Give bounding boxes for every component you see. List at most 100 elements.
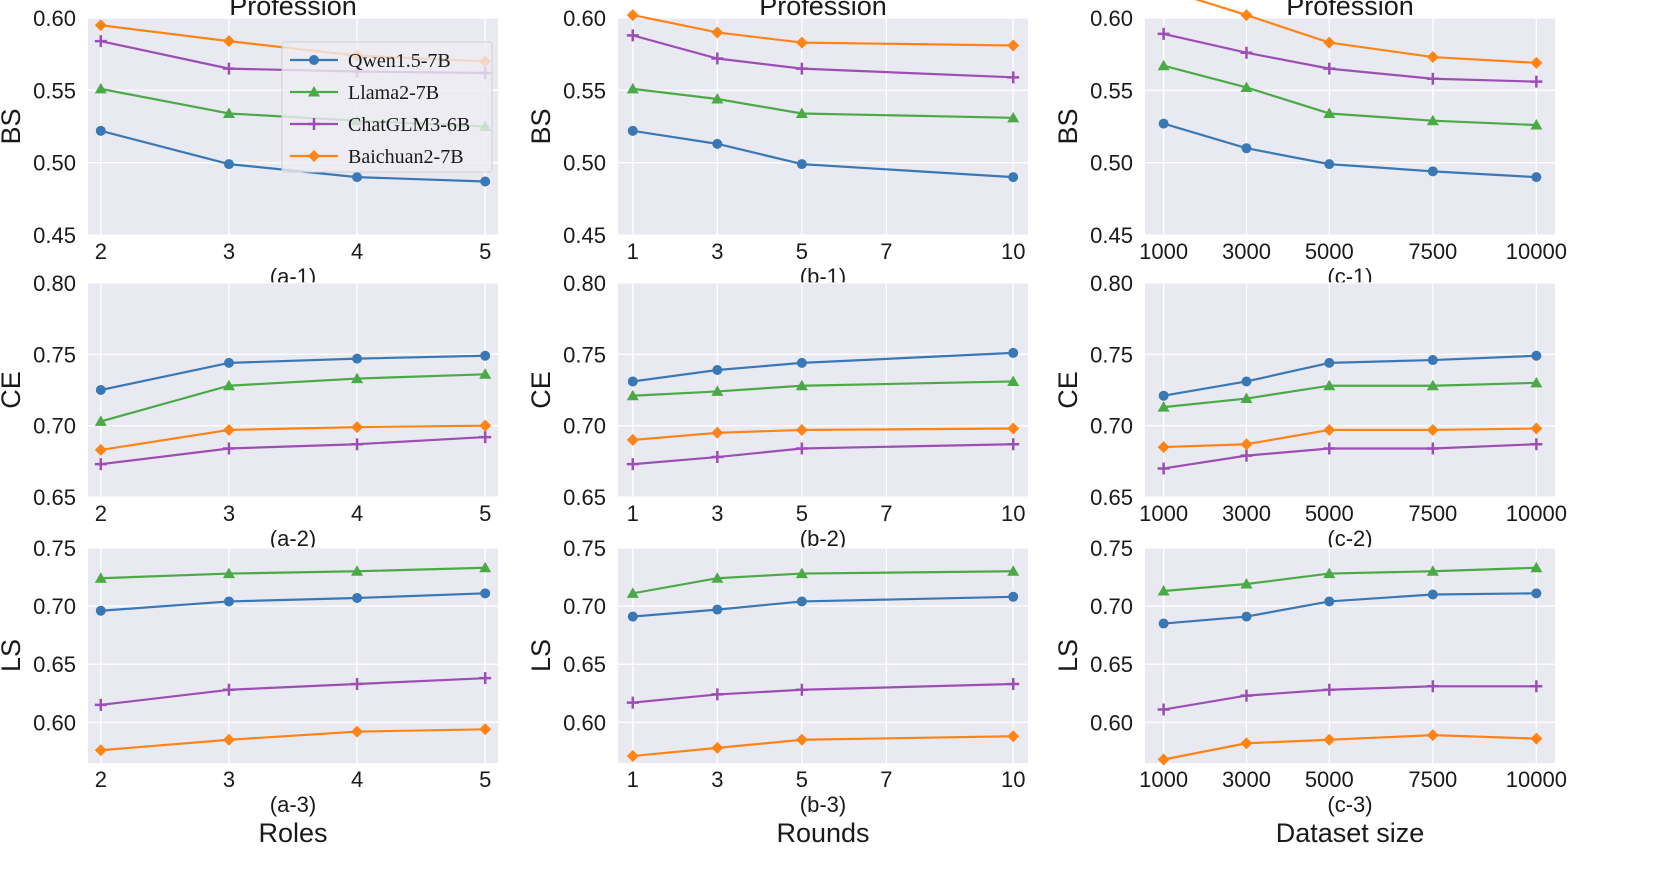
data-point <box>1007 438 1020 451</box>
data-point <box>223 159 234 170</box>
series-line <box>100 566 486 580</box>
data-point <box>796 357 807 368</box>
data-point <box>1240 578 1253 589</box>
y-tick-label: 0.75 <box>563 536 606 561</box>
data-point <box>626 587 639 598</box>
series-line <box>632 87 1014 119</box>
y-tick-label: 0.60 <box>1090 6 1133 31</box>
series-Llama2-7B <box>94 368 492 426</box>
legend-item: Baichuan2-7B <box>290 146 464 168</box>
series-line <box>100 592 486 612</box>
series-line <box>100 435 486 466</box>
data-point <box>795 567 808 579</box>
data-point <box>94 415 107 426</box>
y-axis-label: BS <box>1053 108 1083 144</box>
legend-label: Qwen1.5-7B <box>348 50 451 72</box>
x-tick-label: 1000 <box>1139 239 1188 264</box>
series-line <box>632 595 1014 618</box>
y-tick-label: 0.45 <box>33 223 76 248</box>
series-Qwen1.5-7B <box>1158 350 1542 401</box>
data-point <box>712 365 723 376</box>
data-point <box>1157 462 1170 475</box>
data-point <box>94 458 107 471</box>
panel-c-3: 1000 3000 5000 7500 10000 0.60 0.65 0.70 0.75 LS (… <box>1053 536 1567 817</box>
data-point <box>94 698 107 711</box>
y-tick-label: 0.65 <box>563 485 606 510</box>
x-tick-label: 5000 <box>1305 767 1354 792</box>
x-tick-label: 5000 <box>1305 501 1354 526</box>
data-point <box>479 723 492 736</box>
data-point <box>1324 596 1335 607</box>
data-point <box>1530 376 1543 388</box>
data-point <box>711 52 724 65</box>
data-point <box>351 372 364 384</box>
data-point <box>626 82 639 94</box>
data-point <box>627 376 638 387</box>
y-tick-label: 0.75 <box>33 342 76 367</box>
data-point <box>1426 72 1439 85</box>
x-tick-label: 10 <box>1001 501 1025 526</box>
data-point <box>94 35 107 48</box>
x-tick-label: 5 <box>796 767 808 792</box>
series-line <box>100 677 486 706</box>
data-point <box>1323 379 1336 391</box>
legend-marker <box>308 150 320 162</box>
x-tick-label: 10000 <box>1506 767 1567 792</box>
series-ChatGLM3-6B <box>626 438 1020 471</box>
data-point <box>1427 589 1438 600</box>
x-tick-label: 1000 <box>1139 501 1188 526</box>
data-point <box>1158 618 1169 629</box>
panel-sublabel: (c-2) <box>1327 526 1372 551</box>
data-point <box>352 592 363 603</box>
data-point <box>1426 114 1439 126</box>
y-tick-label: 0.65 <box>1090 485 1133 510</box>
legend-item: Qwen1.5-7B <box>290 50 451 72</box>
data-point <box>1530 119 1543 130</box>
data-point <box>711 385 724 396</box>
series-Qwen1.5-7B <box>627 347 1019 387</box>
data-point <box>1241 143 1252 154</box>
series-line <box>100 354 486 392</box>
x-tick-label: 3 <box>223 501 235 526</box>
data-point <box>626 389 639 401</box>
y-tick-label: 0.55 <box>563 78 606 103</box>
y-axis-label: BS <box>526 108 556 144</box>
data-point <box>795 62 808 75</box>
data-point <box>1530 56 1543 69</box>
panel-sublabel: (a-3) <box>270 792 316 817</box>
data-point <box>1007 730 1020 743</box>
data-point <box>480 588 491 599</box>
y-tick-label: 0.45 <box>563 223 606 248</box>
plot-area <box>88 548 498 763</box>
data-point <box>712 138 723 149</box>
data-point <box>222 379 235 391</box>
x-axis-label: Dataset size <box>1276 818 1425 848</box>
series-Llama2-7B <box>626 82 1020 123</box>
data-point <box>1008 591 1019 602</box>
data-point <box>1240 689 1253 702</box>
series-line <box>632 380 1014 397</box>
y-axis-label: LS <box>526 639 556 672</box>
data-point <box>95 125 106 136</box>
data-point <box>1324 159 1335 170</box>
data-point <box>1323 442 1336 455</box>
data-point <box>795 379 808 391</box>
data-point <box>95 385 106 395</box>
legend-label: Llama2-7B <box>348 82 439 104</box>
data-point <box>1530 422 1543 435</box>
data-point <box>351 677 364 690</box>
y-tick-label: 0.60 <box>563 710 606 735</box>
data-point <box>1426 729 1439 742</box>
y-tick-label: 0.60 <box>33 710 76 735</box>
series-Baichuan2-7B <box>626 422 1020 446</box>
data-point <box>1240 737 1253 750</box>
panel-sublabel: (c-3) <box>1327 792 1372 817</box>
y-tick-label: 0.70 <box>33 594 76 619</box>
data-point <box>479 368 492 379</box>
x-tick-label: 10 <box>1001 767 1025 792</box>
series-line <box>632 570 1014 595</box>
legend-item: Llama2-7B <box>290 82 439 104</box>
data-point <box>352 172 363 183</box>
